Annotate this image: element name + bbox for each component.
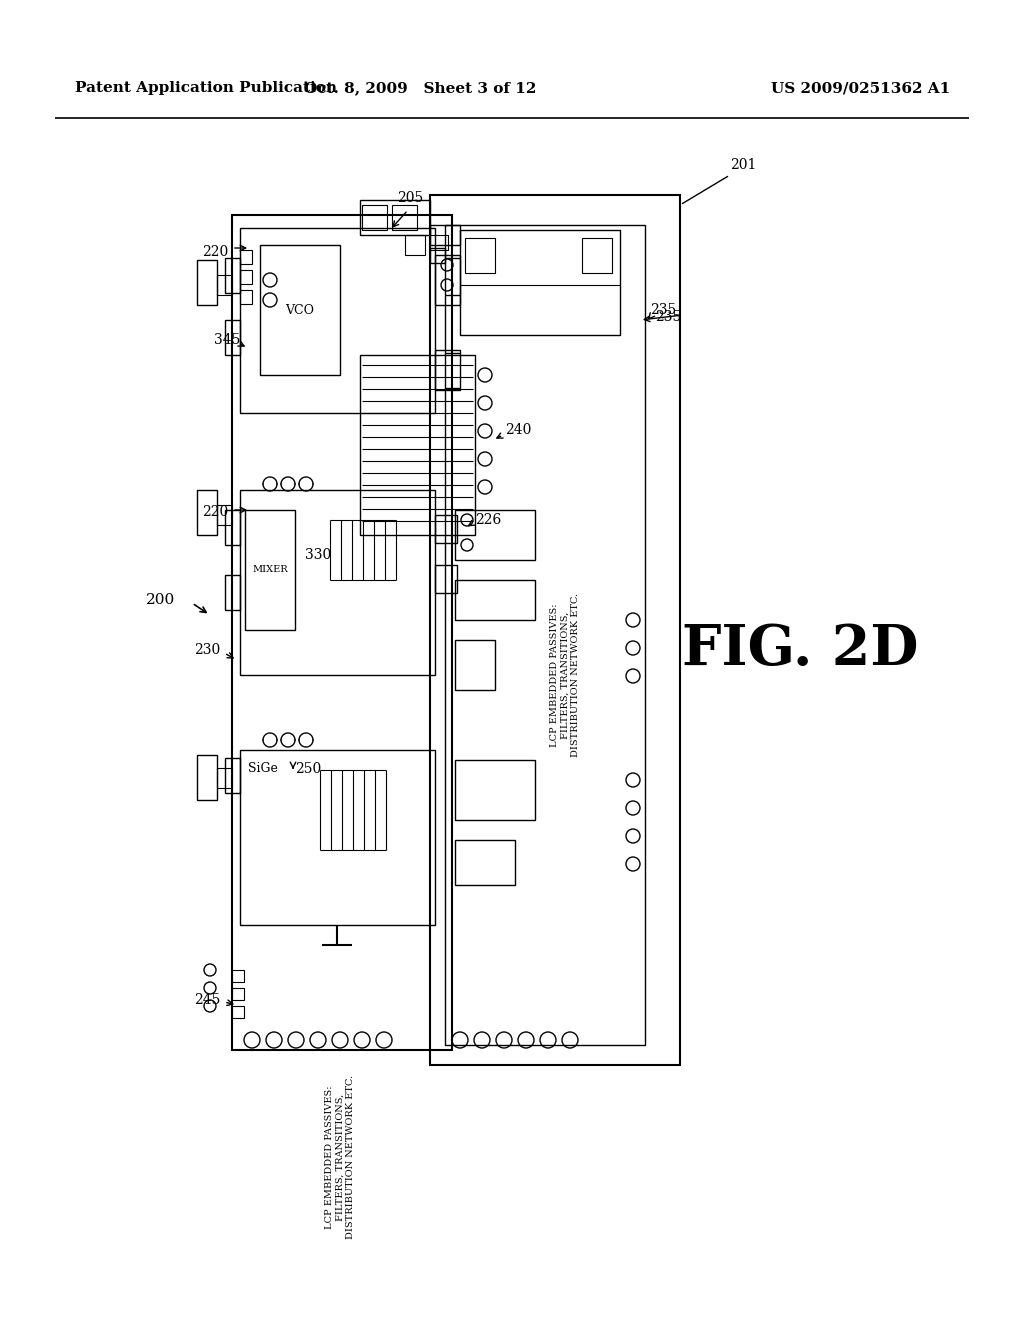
Bar <box>217 275 232 294</box>
Bar <box>455 579 535 620</box>
Bar <box>225 319 240 355</box>
Bar <box>245 510 295 630</box>
Text: SiGe: SiGe <box>248 762 278 775</box>
Text: 345: 345 <box>214 333 240 347</box>
Bar <box>260 246 340 375</box>
Bar <box>445 224 645 1045</box>
Bar <box>197 490 217 535</box>
Text: FIG. 2D: FIG. 2D <box>682 623 919 677</box>
Bar <box>197 260 217 305</box>
Bar <box>455 840 515 884</box>
Bar <box>217 506 232 525</box>
Bar <box>430 235 449 249</box>
Text: 235: 235 <box>650 304 676 317</box>
Bar <box>225 576 240 610</box>
Text: MIXER: MIXER <box>252 565 288 574</box>
Bar <box>225 257 240 293</box>
Text: Patent Application Publication: Patent Application Publication <box>75 81 337 95</box>
Bar <box>240 750 435 925</box>
Bar <box>430 195 680 1065</box>
Text: 230: 230 <box>194 643 220 657</box>
Text: VCO: VCO <box>286 304 314 317</box>
Bar <box>232 987 244 1001</box>
Bar <box>435 255 460 305</box>
Bar <box>465 238 495 273</box>
Bar <box>225 758 240 793</box>
Bar <box>225 510 240 545</box>
Text: 220: 220 <box>202 246 228 259</box>
Bar <box>217 768 232 788</box>
Bar <box>232 1006 244 1018</box>
Bar <box>435 565 457 593</box>
Bar <box>240 228 435 413</box>
Bar <box>197 755 217 800</box>
Bar <box>430 224 460 246</box>
Bar <box>455 510 535 560</box>
Bar <box>455 760 535 820</box>
Text: 250: 250 <box>295 762 322 776</box>
Bar <box>240 490 435 675</box>
Bar <box>240 290 252 304</box>
Text: 201: 201 <box>730 158 757 172</box>
Text: US 2009/0251362 A1: US 2009/0251362 A1 <box>771 81 950 95</box>
Text: LCP EMBEDDED PASSIVES:
FILTERS, TRANSITIONS,
DISTRIBUTION NETWORK ETC.: LCP EMBEDDED PASSIVES: FILTERS, TRANSITI… <box>325 1074 355 1239</box>
Text: 245: 245 <box>194 993 220 1007</box>
Bar <box>460 230 620 335</box>
Bar <box>392 205 417 230</box>
Bar <box>360 201 430 235</box>
Bar <box>430 248 445 263</box>
Bar <box>240 271 252 284</box>
Bar <box>435 350 460 389</box>
Bar <box>435 515 457 543</box>
Bar <box>232 215 452 1049</box>
Text: 226: 226 <box>475 513 502 527</box>
Bar <box>240 249 252 264</box>
Bar <box>362 205 387 230</box>
Text: 240: 240 <box>505 422 531 437</box>
Bar <box>455 640 495 690</box>
Text: 200: 200 <box>145 593 175 607</box>
Bar <box>232 970 244 982</box>
Text: 205: 205 <box>397 191 423 205</box>
Text: Oct. 8, 2009   Sheet 3 of 12: Oct. 8, 2009 Sheet 3 of 12 <box>304 81 537 95</box>
Bar <box>360 355 475 535</box>
Text: 235: 235 <box>655 310 681 323</box>
Bar <box>406 235 425 255</box>
Text: 220: 220 <box>202 506 228 519</box>
Bar <box>582 238 612 273</box>
Text: LCP EMBEDDED PASSIVES:
FILTERS, TRANSITIONS,
DISTRIBUTION NETWORK ETC.: LCP EMBEDDED PASSIVES: FILTERS, TRANSITI… <box>550 593 580 758</box>
Text: 330: 330 <box>305 548 331 562</box>
